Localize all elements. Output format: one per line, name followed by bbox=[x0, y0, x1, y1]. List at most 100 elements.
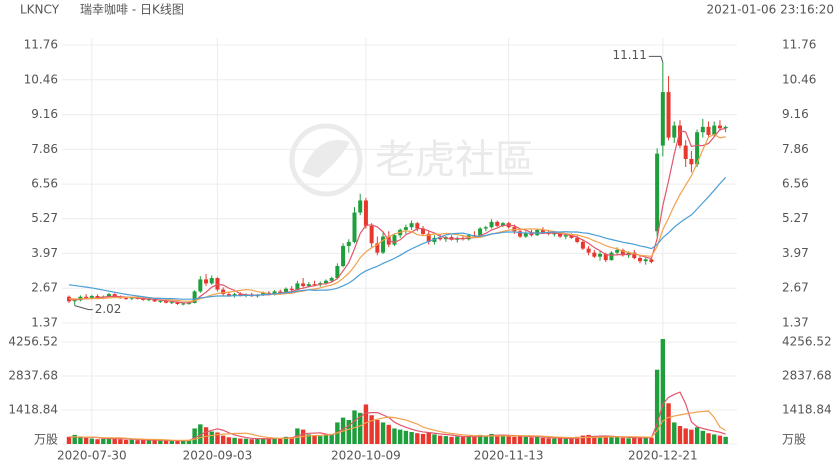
volume-bar bbox=[443, 436, 449, 444]
volume-bar bbox=[272, 437, 277, 444]
y-tick-label-right: 5.27 bbox=[782, 211, 809, 225]
volume-bar bbox=[203, 427, 209, 444]
y-tick-label: 3.97 bbox=[31, 246, 58, 260]
volume-bar bbox=[569, 438, 574, 444]
volume-bar bbox=[477, 434, 483, 444]
volume-bar bbox=[552, 438, 557, 444]
candle-body bbox=[529, 232, 534, 236]
volume-bar bbox=[312, 435, 317, 444]
candle-body bbox=[518, 231, 523, 237]
candle-body bbox=[335, 266, 340, 279]
candle-body bbox=[261, 292, 266, 295]
volume-bar bbox=[529, 437, 534, 444]
candle-body bbox=[392, 235, 397, 245]
volume-bar bbox=[460, 437, 466, 444]
candle-body bbox=[146, 299, 151, 301]
volume-bar bbox=[329, 433, 334, 444]
candle-body bbox=[84, 296, 89, 299]
volume-bar bbox=[483, 435, 489, 444]
volume-bar bbox=[118, 439, 123, 444]
volume-bar bbox=[397, 429, 403, 444]
volume-bar bbox=[609, 437, 614, 444]
volume-bar bbox=[232, 437, 237, 444]
candle-body bbox=[198, 279, 203, 292]
candle-body bbox=[558, 233, 563, 237]
y-tick-label-right: 9.16 bbox=[782, 107, 809, 121]
candle-body bbox=[152, 299, 157, 302]
volume-bar bbox=[83, 438, 89, 444]
candle-body bbox=[495, 221, 500, 226]
volume-bar bbox=[386, 424, 391, 444]
volume-bar bbox=[523, 436, 528, 444]
watermark-logo bbox=[289, 123, 363, 197]
volume-bar bbox=[380, 422, 386, 444]
volume-bar bbox=[466, 436, 471, 444]
candle-body bbox=[312, 284, 317, 286]
candle-body bbox=[278, 291, 283, 294]
volume-bar bbox=[95, 439, 100, 444]
candle-body bbox=[683, 145, 688, 159]
candle-body bbox=[717, 125, 722, 129]
volume-bar bbox=[637, 437, 643, 444]
candle-body bbox=[712, 125, 717, 135]
candle-body bbox=[238, 294, 243, 296]
volume-tick-label-right: 2837.68 bbox=[782, 369, 832, 383]
volume-bar bbox=[146, 440, 152, 444]
volume-tick-label: 4256.52 bbox=[8, 335, 58, 349]
y-tick-label: 10.46 bbox=[24, 72, 58, 86]
candle-body bbox=[95, 295, 100, 298]
candle-body bbox=[500, 223, 505, 226]
candle-body bbox=[158, 300, 163, 302]
volume-ma-line bbox=[69, 410, 726, 441]
candle-body bbox=[363, 200, 368, 226]
volume-bar bbox=[123, 439, 129, 444]
volume-bar bbox=[112, 438, 117, 444]
volume-bar bbox=[363, 404, 369, 444]
low-leader bbox=[74, 305, 93, 311]
y-tick-label-right: 2.67 bbox=[782, 281, 809, 295]
volume-bar bbox=[141, 439, 146, 444]
volume-bar bbox=[632, 438, 637, 444]
candle-body bbox=[89, 295, 94, 299]
candle-body bbox=[192, 291, 197, 303]
volume-bar bbox=[215, 432, 220, 444]
volume-bar bbox=[580, 435, 586, 444]
volume-bar bbox=[249, 439, 254, 444]
volume-bar bbox=[306, 434, 312, 444]
volume-tick-label: 2837.68 bbox=[8, 369, 58, 383]
volume-bar bbox=[163, 440, 169, 444]
candle-body bbox=[426, 233, 431, 242]
candle-body bbox=[141, 298, 146, 300]
candle-body bbox=[609, 252, 614, 261]
volume-bar bbox=[318, 436, 323, 444]
candle-body bbox=[124, 298, 129, 300]
volume-bar bbox=[283, 436, 289, 444]
volume-bar bbox=[689, 429, 694, 444]
candle-body bbox=[489, 221, 494, 228]
volume-bar bbox=[158, 440, 163, 444]
volume-bar bbox=[677, 426, 683, 444]
volume-bar bbox=[586, 434, 591, 444]
volume-bar bbox=[186, 440, 192, 444]
volume-bar bbox=[706, 433, 711, 444]
candle-body bbox=[540, 229, 545, 233]
candle-body bbox=[129, 297, 134, 299]
y-tick-label-right: 10.46 bbox=[782, 72, 816, 86]
volume-bar bbox=[78, 437, 83, 444]
x-tick-label: 2020-12-21 bbox=[628, 449, 698, 463]
candle-body bbox=[221, 289, 226, 295]
y-tick-label: 11.76 bbox=[24, 38, 58, 52]
volume-bar bbox=[683, 428, 688, 444]
candle-body bbox=[655, 153, 660, 232]
volume-bar bbox=[495, 434, 500, 444]
candle-body bbox=[700, 126, 705, 133]
y-tick-label-right: 3.97 bbox=[782, 246, 809, 260]
volume-bar bbox=[614, 436, 620, 444]
volume-bar bbox=[260, 438, 266, 444]
volume-bar bbox=[238, 438, 243, 444]
candle-body bbox=[660, 92, 665, 146]
candle-body bbox=[638, 257, 642, 262]
candle-body bbox=[580, 241, 585, 249]
volume-bar bbox=[89, 438, 95, 444]
volume-bar bbox=[649, 437, 654, 444]
